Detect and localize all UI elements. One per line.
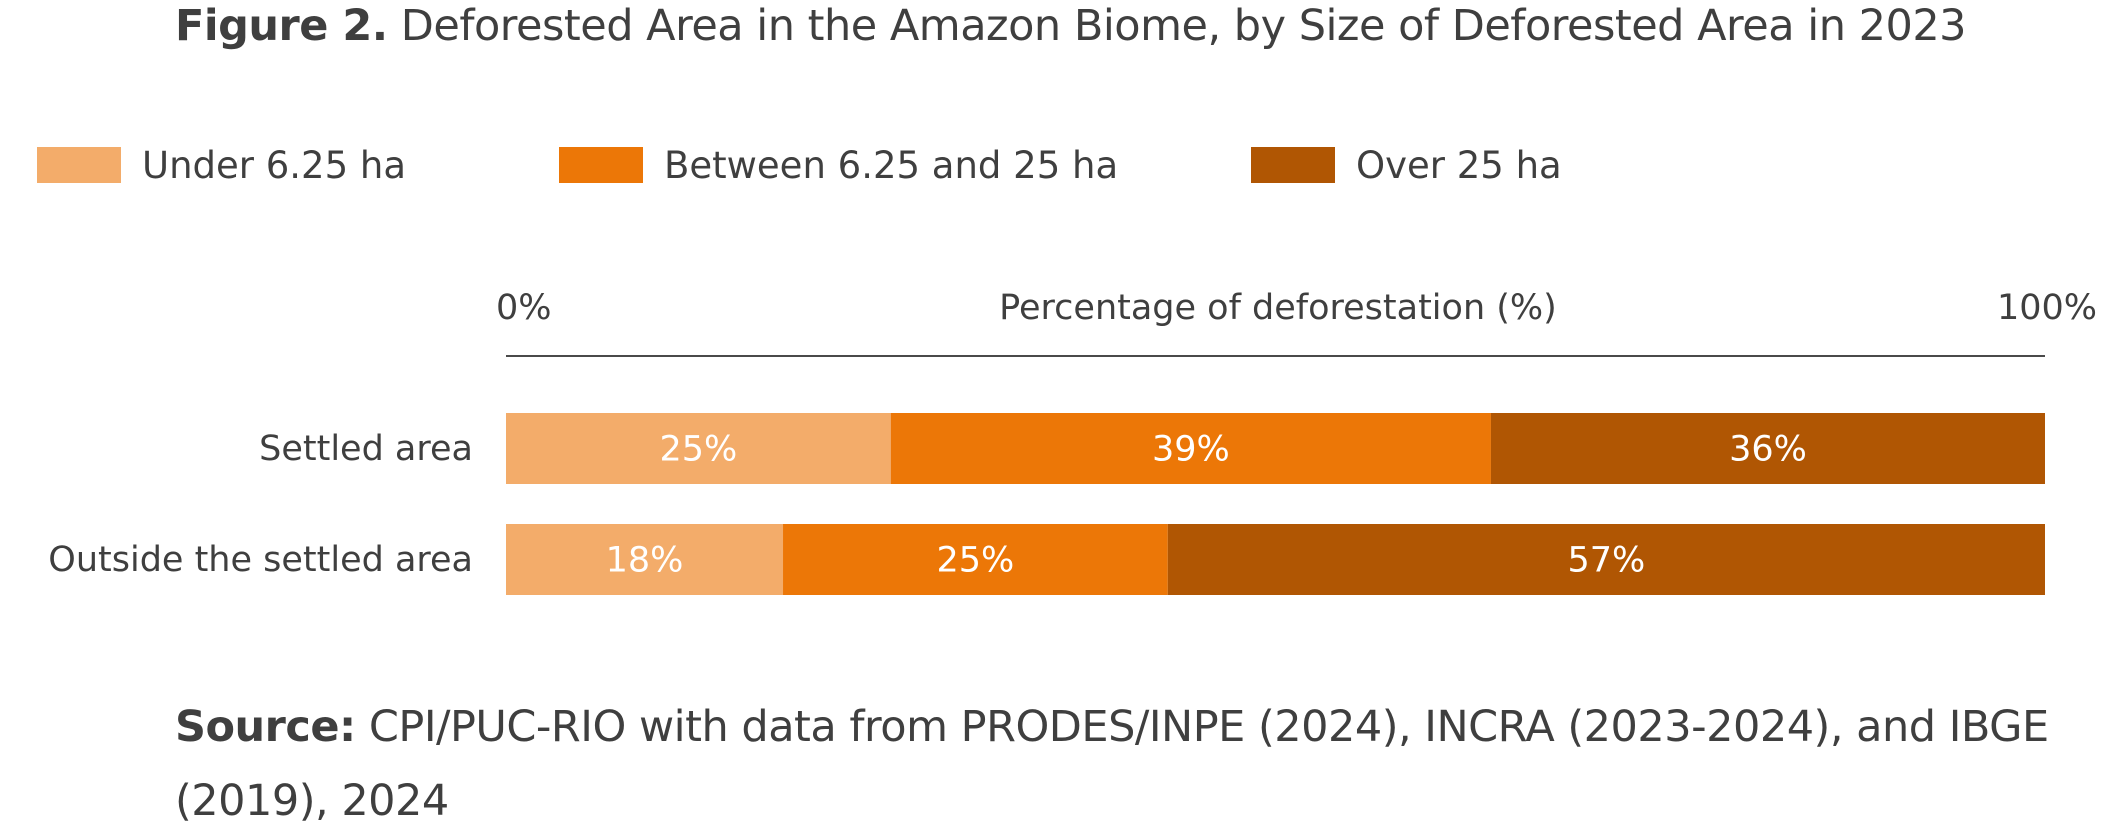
data-label-settled-area-between-6-25-and-25-ha: 39% bbox=[1152, 430, 1230, 470]
bar-outside-the-settled-area-under-6-25-ha bbox=[506, 524, 784, 595]
data-label-settled-area-under-6-25-ha: 25% bbox=[659, 430, 737, 470]
legend-swatch-over-25 bbox=[1251, 147, 1335, 183]
bar-outside-the-settled-area-over-25-ha bbox=[1167, 524, 2045, 595]
data-label-outside-the-settled-area-under-6-25-ha: 18% bbox=[606, 541, 684, 581]
legend-swatch-between-6-25-and-25 bbox=[559, 147, 643, 183]
source-text: CPI/PUC-RIO with data from PRODES/INPE (… bbox=[175, 702, 2049, 826]
legend-item-between-6-25-and-25: Between 6.25 and 25 ha bbox=[559, 143, 1119, 187]
legend-swatch-under-6-25 bbox=[37, 147, 121, 183]
figure-title: Figure 2. Deforested Area in the Amazon … bbox=[175, 0, 2055, 52]
stacked-bar-chart: 0% Percentage of deforestation (%) 100% … bbox=[48, 288, 2097, 595]
data-label-outside-the-settled-area-over-25-ha: 57% bbox=[1567, 541, 1645, 581]
source-lead: Source: bbox=[175, 702, 356, 752]
data-label-settled-area-over-25-ha: 36% bbox=[1729, 430, 1807, 470]
legend-item-under-6-25: Under 6.25 ha bbox=[37, 143, 407, 187]
bar-settled-area-between-6-25-and-25-ha bbox=[890, 413, 1491, 484]
x-axis-label: Percentage of deforestation (%) bbox=[999, 288, 1557, 328]
bar-settled-area-under-6-25-ha bbox=[506, 413, 891, 484]
legend-label-under-6-25: Under 6.25 ha bbox=[142, 143, 407, 187]
category-label-settled-area: Settled area bbox=[259, 429, 473, 469]
bar-outside-the-settled-area-between-6-25-and-25-ha bbox=[783, 524, 1168, 595]
figure-title-text: Deforested Area in the Amazon Biome, by … bbox=[400, 1, 1967, 51]
x-tick-label-100: 100% bbox=[1997, 288, 2097, 328]
legend-label-over-25: Over 25 ha bbox=[1356, 143, 1562, 187]
legend-item-over-25: Over 25 ha bbox=[1251, 143, 1562, 187]
data-label-outside-the-settled-area-between-6-25-and-25-ha: 25% bbox=[936, 541, 1014, 581]
source-note: Source: CPI/PUC-RIO with data from PRODE… bbox=[175, 690, 2075, 838]
figure-number: Figure 2. bbox=[175, 1, 388, 51]
bar-segments: 25% 39% 36% 18% 25% 57% bbox=[506, 413, 2045, 595]
legend-label-between-6-25-and-25: Between 6.25 and 25 ha bbox=[664, 143, 1119, 187]
x-tick-label-0: 0% bbox=[496, 288, 552, 328]
category-label-outside-settled-area: Outside the settled area bbox=[48, 540, 473, 580]
bar-settled-area-over-25-ha bbox=[1490, 413, 2045, 484]
